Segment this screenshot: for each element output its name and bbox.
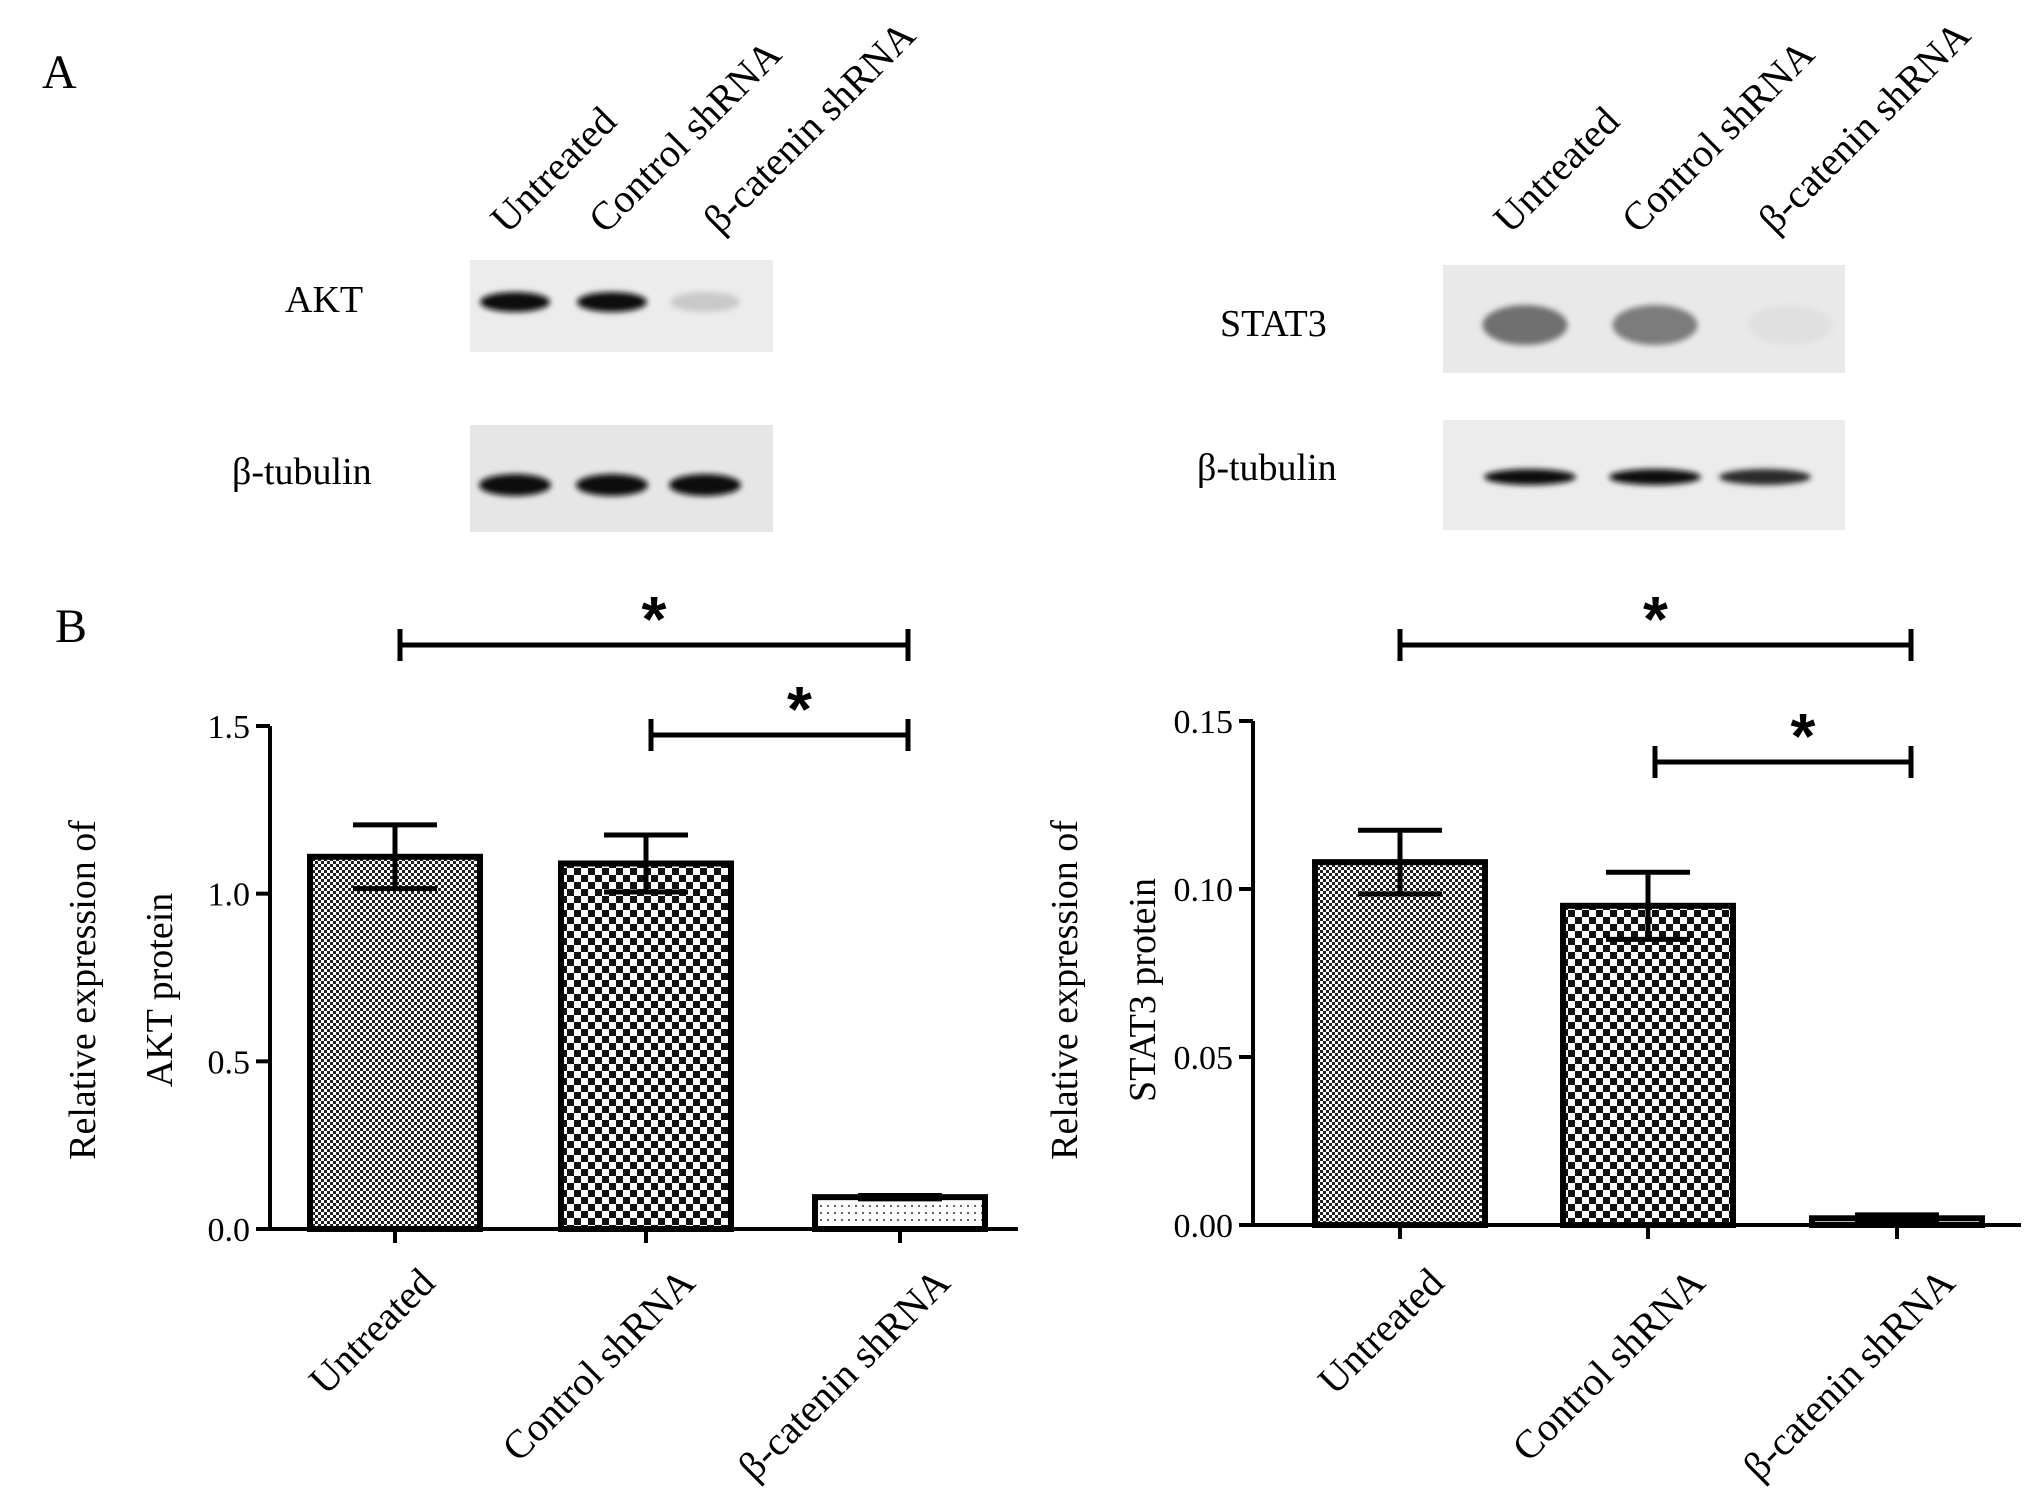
blot-bands-target <box>480 292 740 312</box>
blot-band <box>669 474 741 496</box>
x-tick-label: Control shRNA <box>493 1259 703 1469</box>
blot-band <box>1482 305 1568 345</box>
y-tick-label: 0.10 <box>1174 872 1234 909</box>
x-tick-label: Untreated <box>1309 1260 1452 1403</box>
x-tick-label: β-catenin shRNA <box>1734 1259 1963 1488</box>
blot-bands-target <box>1482 305 1833 345</box>
significance-star: * <box>1791 700 1816 772</box>
x-tick-label: Control shRNA <box>1503 1259 1713 1469</box>
lane-label: β-catenin shRNA <box>695 12 924 241</box>
blot-band <box>1609 469 1701 485</box>
lane-label: Untreated <box>1485 98 1628 241</box>
y-axis-label: Relative expression of <box>62 820 104 1160</box>
blot-bands-control <box>479 474 741 496</box>
western-blot-akt: Untreated Control shRNA β-catenin shRNA … <box>232 12 924 532</box>
bar <box>812 1194 988 1232</box>
y-tick-label: 0.5 <box>208 1044 251 1081</box>
y-tick-label: 0.05 <box>1174 1040 1234 1077</box>
blot-control-label: β-tubulin <box>232 451 372 493</box>
y-axis-label: Relative expression of <box>1044 820 1086 1160</box>
western-blot-stat3: Untreated Control shRNA β-catenin shRNA … <box>1197 12 1979 530</box>
bar <box>1312 859 1488 1228</box>
blot-band <box>577 292 647 312</box>
significance-star: * <box>642 583 667 655</box>
bar-chart-stat3: Relative expression of STAT3 protein 0.0… <box>1044 583 2021 1489</box>
bar <box>1560 902 1736 1228</box>
blot-band <box>1747 305 1833 345</box>
significance-star: * <box>1643 583 1668 655</box>
blot-band <box>479 474 551 496</box>
y-tick-label: 0.15 <box>1174 704 1234 741</box>
blot-band <box>480 292 550 312</box>
blot-band <box>576 474 648 496</box>
y-tick-label: 0.00 <box>1174 1208 1234 1245</box>
blot-band <box>1719 469 1811 485</box>
bar <box>558 860 734 1233</box>
y-tick-label: 0.0 <box>208 1212 251 1249</box>
y-axis-label: AKT protein <box>139 893 181 1088</box>
y-axis-label: STAT3 protein <box>1122 878 1164 1102</box>
panel-a-letter: A <box>42 46 77 99</box>
blot-band <box>1484 469 1576 485</box>
blot-target-label: STAT3 <box>1220 303 1327 345</box>
blot-bands-control <box>1484 469 1811 485</box>
panel-b-letter: B <box>55 600 87 653</box>
y-tick-label: 1.5 <box>208 709 251 746</box>
blot-control-label: β-tubulin <box>1197 447 1337 489</box>
y-tick-label: 1.0 <box>208 877 251 914</box>
x-tick-label: Untreated <box>300 1260 443 1403</box>
significance-star: * <box>787 673 812 745</box>
blot-band <box>670 292 740 312</box>
bar <box>307 853 483 1233</box>
bar-chart-akt: Relative expression of AKT protein 0.0 0.… <box>62 583 1018 1489</box>
x-tick-label: β-catenin shRNA <box>729 1259 958 1488</box>
blot-target-label: AKT <box>285 279 363 321</box>
blot-band <box>1612 305 1698 345</box>
